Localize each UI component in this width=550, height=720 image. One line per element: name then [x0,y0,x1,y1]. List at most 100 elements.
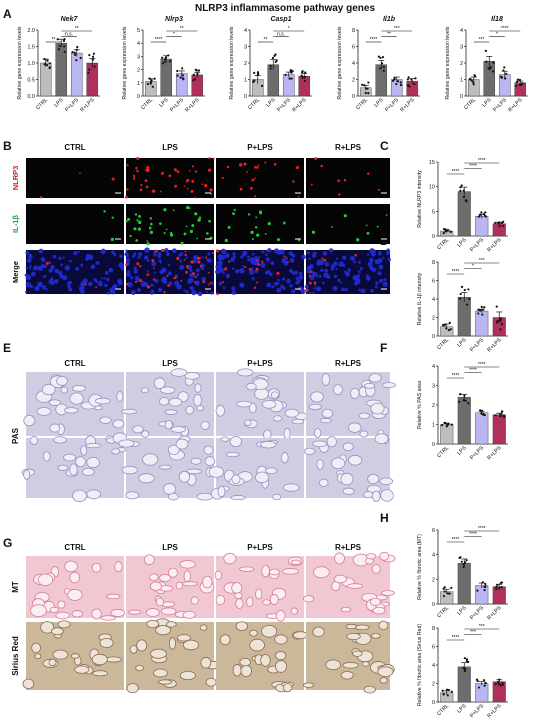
data-point [468,78,472,81]
nucleus [143,283,146,287]
chart-title: Nlrp3 [165,16,183,23]
x-tick-label: CTRL [436,703,450,717]
nucleus [54,268,60,274]
signal-dot [152,267,155,269]
data-point [304,71,307,74]
bar-lps [375,64,388,97]
nucleus [242,264,245,267]
alveolus [342,487,355,495]
signal-dot [126,164,129,167]
signal-dot [211,252,214,255]
x-tick-label: CTRL [463,97,477,111]
data-point [459,292,462,296]
data-point [442,594,446,598]
y-tick-label: 2 [432,577,435,583]
nucleus [25,250,30,255]
alveolus [22,678,35,689]
significance-label: ** [387,32,391,38]
data-point [75,59,78,62]
significance-label: *** [479,37,485,43]
x-tick-label: R+LPS [399,97,416,114]
data-point [56,38,59,41]
alveolus [132,425,144,434]
data-point [472,81,475,84]
alveolus [142,453,159,466]
nucleus [143,255,149,260]
data-point [489,66,492,69]
micrograph-tile [214,552,304,622]
tile-background [216,158,304,198]
data-point [494,414,497,417]
signal-dot [314,157,318,161]
signal-dot [126,282,129,286]
nucleus [387,257,391,262]
y-tick-label: 6 [432,528,435,534]
data-point [46,59,49,62]
nucleus [103,277,106,280]
signal-dot [168,174,172,178]
data-point [377,55,380,58]
alveolus [34,653,42,660]
nucleus [80,263,84,267]
alveolus [342,661,359,669]
data-point [495,588,498,591]
x-tick-label: R+LPS [291,97,308,114]
data-point [364,91,367,95]
alveolus [370,402,385,415]
alveolus [230,495,246,501]
alveolus [111,448,121,455]
signal-dot [138,214,141,218]
signal-dot [190,260,194,264]
y-axis-label: Relative gene expression levels [122,26,128,99]
alveolus [200,420,210,430]
y-axis-label: Relative gene expression levels [445,26,451,99]
data-point [413,82,416,86]
data-point [62,39,66,43]
nucleus [34,285,40,292]
bar-rlps [191,74,204,97]
alveolus [183,570,192,582]
alveolus [268,568,280,576]
nucleus [375,281,379,285]
signal-dot [207,271,210,274]
y-tick-label: 0.5 [27,78,35,84]
data-point [478,213,482,216]
signal-dot [176,256,180,260]
nucleus [277,278,280,282]
significance-label: * [288,26,290,32]
signal-dot [192,272,196,275]
nucleus [185,290,189,294]
data-point [462,563,465,566]
signal-dot [204,184,208,188]
nucleus [134,275,140,281]
alveolus [310,391,324,403]
data-point [161,62,165,65]
bar-lps [457,666,471,703]
bar-rlps [492,414,506,445]
x-tick-label: P+LPS [492,97,508,113]
nucleus [158,259,162,263]
chart-h: 0 2 4 6 Relative % fibrotic area (MT) CTRL LPS… [417,526,508,621]
signal-dot [154,249,158,253]
nucleus [289,258,295,263]
alveolus [354,624,370,631]
nucleus [126,272,131,278]
nucleus [266,269,271,275]
alveolus [86,456,100,469]
significance-label: **** [452,373,460,379]
y-tick-label: 0 [432,700,435,706]
data-point [492,70,495,73]
alveolus [71,610,83,618]
nucleus [300,289,306,295]
y-tick-label: 1 [137,81,140,87]
data-point [396,80,400,83]
x-tick-label: R+LPS [486,237,503,254]
nucleus [357,277,361,281]
alveolus [308,403,322,410]
nucleus [40,257,46,262]
signal-dot [246,171,248,173]
data-point [58,44,61,48]
signal-dot [258,164,260,166]
alveolus [175,581,184,590]
